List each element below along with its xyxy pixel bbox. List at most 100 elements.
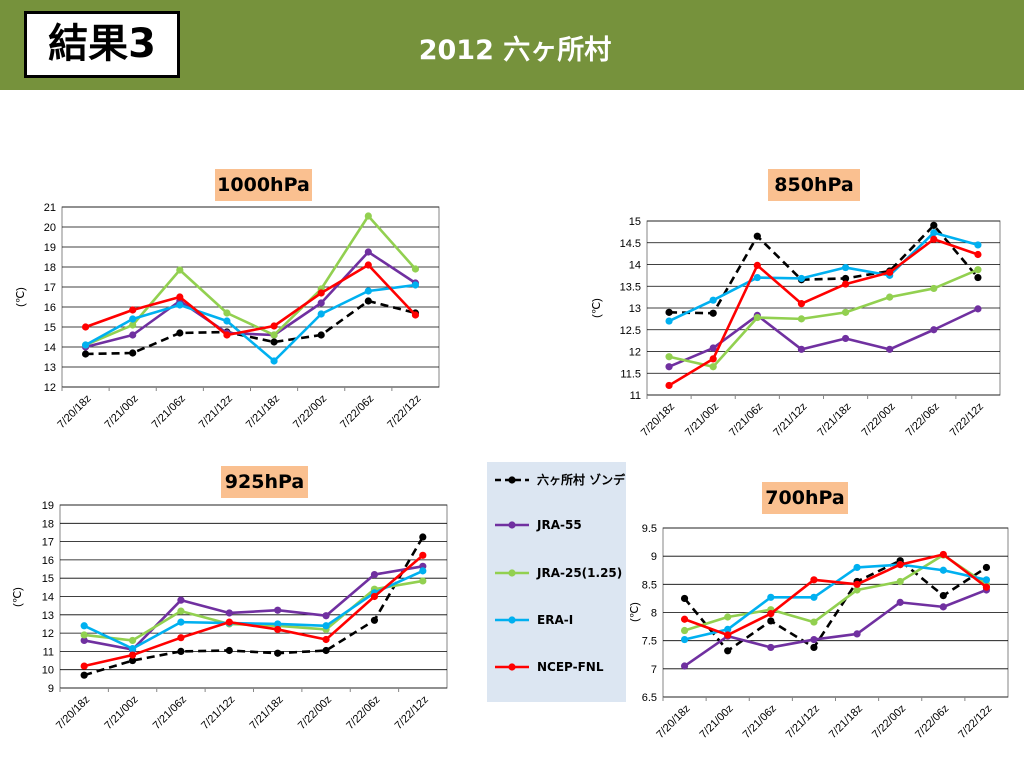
y-tick-label: 14.5 <box>620 238 641 250</box>
series-point <box>274 620 282 628</box>
series-point <box>767 643 775 652</box>
series-point <box>665 381 673 390</box>
series-point <box>930 326 938 334</box>
series-line <box>84 283 416 363</box>
series-point <box>753 313 761 322</box>
series-point <box>896 561 904 569</box>
y-tick-label: 19 <box>44 242 56 254</box>
series-point <box>270 357 278 365</box>
series-point <box>841 280 850 288</box>
y-tick-label: 19 <box>42 500 54 512</box>
y-tick-label: 13 <box>44 362 56 374</box>
y-axis-label: (℃) <box>591 298 603 318</box>
series-point <box>322 646 330 655</box>
legend-label: JRA-25(1.25) <box>537 566 623 580</box>
series-point <box>665 317 673 325</box>
series-point <box>974 250 982 259</box>
series-point <box>270 322 278 330</box>
series-point <box>274 625 282 634</box>
legend-swatch <box>495 663 529 671</box>
series-point <box>177 647 185 656</box>
series-point <box>223 331 231 339</box>
series-line <box>684 553 988 632</box>
series-point <box>177 607 185 615</box>
series-point <box>853 563 861 572</box>
y-tick-label: 6.5 <box>642 692 657 704</box>
series-point <box>680 594 689 603</box>
x-tick-label: 7/21/12z <box>784 703 822 741</box>
series-point <box>128 656 137 665</box>
y-tick-label: 7 <box>651 664 657 676</box>
series-point <box>930 235 938 243</box>
series-point <box>176 293 184 301</box>
series-point <box>80 636 88 645</box>
series-point <box>128 636 137 645</box>
series-point <box>274 649 282 657</box>
series-point <box>225 646 233 655</box>
series-point <box>982 576 991 584</box>
y-tick-label: 15 <box>629 216 641 228</box>
x-tick-label: 7/21/18z <box>827 703 865 741</box>
series-point <box>129 321 137 329</box>
series-line <box>683 588 987 668</box>
series-point <box>810 643 818 652</box>
slide-title: 2012 六ヶ所村 <box>418 35 612 66</box>
series-point <box>974 266 982 274</box>
series-point <box>177 634 185 642</box>
series-point <box>680 662 689 670</box>
chart-850hpa-title: 850hPa <box>768 169 860 201</box>
series-point <box>364 248 372 256</box>
y-tick-label: 11.5 <box>620 368 641 380</box>
result-label: 結果3 <box>48 21 156 67</box>
series-point <box>853 586 861 594</box>
series-point <box>322 622 330 630</box>
series-point <box>680 626 689 635</box>
series-point <box>709 355 717 363</box>
series-line <box>85 250 417 349</box>
series-point <box>724 613 732 621</box>
series-point <box>680 635 689 644</box>
series-point <box>753 273 761 282</box>
series-line <box>83 565 424 651</box>
series-point <box>709 309 717 317</box>
series-line <box>683 559 988 653</box>
series-point <box>364 212 372 220</box>
legend-swatch <box>495 569 529 577</box>
series-point <box>753 232 761 240</box>
chart-1000hpa-title: 1000hPa <box>215 169 312 201</box>
series-point <box>886 293 894 301</box>
series-point <box>364 261 372 269</box>
y-tick-label: 16 <box>44 302 56 314</box>
series-point <box>317 289 325 297</box>
series-point <box>841 274 850 283</box>
y-tick-label: 13.5 <box>620 281 641 293</box>
series-point <box>223 317 231 325</box>
y-tick-label: 12 <box>42 628 54 640</box>
y-tick-label: 10 <box>42 665 54 677</box>
series-point <box>886 268 894 276</box>
y-tick-label: 9.5 <box>642 523 657 535</box>
series-point <box>176 301 184 309</box>
y-tick-label: 16 <box>42 555 54 567</box>
series-point <box>129 306 137 314</box>
series-point <box>177 596 185 604</box>
y-axis-label: (℃) <box>629 602 641 622</box>
series-point <box>709 296 717 304</box>
series-point <box>810 618 818 626</box>
legend-label: 六ヶ所村 ゾンデ <box>537 473 626 487</box>
series-point <box>930 221 938 229</box>
series-point <box>724 647 732 655</box>
result-label-box: 結果3 <box>24 11 180 78</box>
series-point <box>80 631 88 639</box>
y-tick-label: 9 <box>48 683 54 695</box>
y-tick-label: 14 <box>44 342 56 354</box>
series-point <box>974 305 982 313</box>
x-tick-label: 7/20/18z <box>654 703 692 741</box>
series-line <box>668 268 979 369</box>
series-point <box>370 592 379 601</box>
series-point <box>411 311 420 319</box>
y-tick-label: 15 <box>42 573 54 585</box>
